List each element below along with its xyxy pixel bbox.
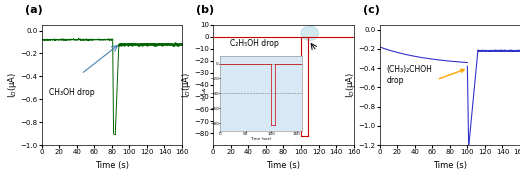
X-axis label: Time (s): Time (s)	[433, 161, 467, 170]
Y-axis label: I$_D$(μA): I$_D$(μA)	[180, 72, 193, 98]
Text: (c): (c)	[363, 5, 380, 15]
Text: CH₃OH drop: CH₃OH drop	[49, 88, 94, 97]
Text: (b): (b)	[197, 5, 214, 15]
X-axis label: Time (s): Time (s)	[266, 161, 301, 170]
Text: (CH₃)₂CHOH
drop: (CH₃)₂CHOH drop	[386, 65, 433, 85]
Y-axis label: I$_D$(μA): I$_D$(μA)	[6, 72, 19, 98]
Text: C₂H₅OH drop: C₂H₅OH drop	[230, 39, 279, 48]
Y-axis label: I$_D$(μA): I$_D$(μA)	[344, 72, 357, 98]
Text: (a): (a)	[25, 5, 43, 15]
Ellipse shape	[301, 26, 318, 40]
X-axis label: Time (s): Time (s)	[95, 161, 129, 170]
